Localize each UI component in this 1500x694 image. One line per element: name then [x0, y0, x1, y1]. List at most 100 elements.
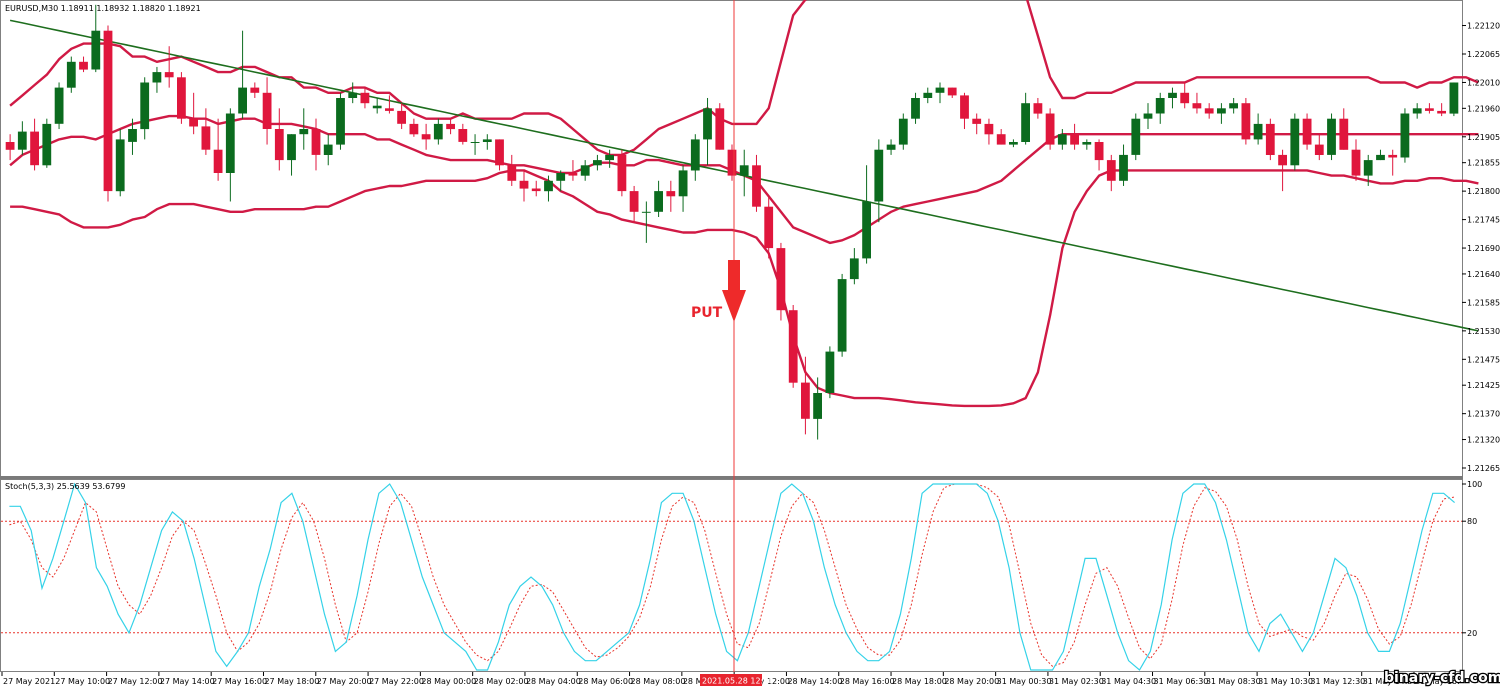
candle-body: [813, 393, 822, 419]
price-axis-label: 1.21530: [1467, 327, 1500, 336]
candle-body: [17, 131, 27, 150]
time-axis-label: 28 May 12:00: [735, 677, 790, 686]
candle-body: [1229, 103, 1238, 109]
candle-body: [507, 165, 517, 181]
time-axis-label: 31 May 04:30: [1101, 677, 1156, 686]
candle-body: [580, 165, 590, 176]
candle-body: [1363, 160, 1373, 176]
candle-body: [1290, 118, 1300, 166]
panel-separator[interactable]: [0, 476, 1463, 479]
candle-body: [5, 142, 15, 150]
candle-body: [960, 95, 969, 119]
candle-body: [470, 142, 480, 143]
candle-body: [837, 279, 847, 352]
candle-body: [385, 108, 394, 111]
candle-body: [409, 123, 419, 135]
candle-body: [678, 170, 688, 197]
price-axis-label: 1.21265: [1467, 464, 1500, 473]
price-axis-label: 1.22010: [1467, 79, 1500, 88]
candle-body: [1327, 118, 1336, 155]
candle-body: [629, 191, 639, 212]
candle-body: [372, 105, 382, 109]
candle-body: [1437, 110, 1446, 114]
candle-body: [703, 108, 712, 140]
stochastic-axis-label: 20: [1467, 629, 1477, 638]
stochastic-signal-line: [9, 483, 1455, 667]
candle-body: [91, 30, 101, 70]
time-axis-label: 27 May 10:00: [55, 677, 110, 686]
time-axis-label: 31 May 02:30: [1049, 677, 1104, 686]
candle-body: [996, 134, 1006, 145]
candle-body: [641, 211, 651, 213]
price-axis-label: 1.22065: [1467, 50, 1500, 59]
candle-body: [115, 139, 125, 192]
candle-body: [225, 113, 235, 173]
price-axis-label: 1.21475: [1467, 355, 1500, 364]
candle-body: [1425, 108, 1434, 111]
candle-body: [1314, 144, 1324, 155]
candle-body: [776, 248, 786, 311]
time-axis-label: 31 May 12:30: [1310, 677, 1365, 686]
price-axis-label: 1.21905: [1467, 133, 1500, 142]
candle-body: [66, 61, 76, 88]
candle-body: [1131, 118, 1141, 155]
stochastic-main-line: [9, 482, 1455, 671]
candle-body: [727, 149, 737, 176]
price-axis-label: 1.21960: [1467, 104, 1500, 113]
candle-body: [1265, 123, 1275, 155]
time-axis-label: 28 May 02:00: [474, 677, 529, 686]
candle-body: [1376, 154, 1385, 161]
candle-body: [1143, 113, 1153, 119]
price-axis-label: 1.21800: [1467, 187, 1500, 196]
candle-body: [1155, 98, 1165, 114]
candle-body: [433, 123, 443, 140]
time-axis-label: 28 May 20:00: [944, 677, 999, 686]
candle-body: [1204, 108, 1214, 114]
candle-body: [1009, 142, 1018, 145]
candle-body: [103, 30, 113, 192]
candle-body: [923, 92, 933, 98]
candle-body: [1057, 134, 1067, 145]
candle-body: [519, 180, 529, 189]
candle-body: [311, 129, 321, 155]
stochastic-panel-frame: [0, 479, 1463, 672]
stochastic-layer: [1, 482, 1462, 671]
axis-layer: 1.22120 1.22065 1.22010 1.21960 1.21905 1.218…: [1, 22, 1500, 686]
crosshair-time-label: 2021.05.28 12:00: [702, 677, 773, 686]
price-axis-label: 1.21855: [1467, 159, 1500, 168]
symbol-info-label: EURUSD,M30 1.18911 1.18932 1.18820 1.189…: [5, 4, 201, 13]
candle-body: [1094, 142, 1104, 161]
time-axis-label: 27 May 20:00: [317, 677, 372, 686]
candle-body: [250, 87, 260, 93]
candle-body: [1449, 82, 1459, 114]
candle-body: [862, 201, 871, 259]
time-axis-label: 31 May 10:30: [1258, 677, 1313, 686]
time-axis-label: 28 May 04:00: [526, 677, 581, 686]
candle-body: [788, 310, 798, 383]
candle-body: [654, 191, 663, 212]
candle-body: [911, 98, 920, 119]
candle-body: [323, 144, 333, 155]
candle-body: [152, 72, 162, 83]
candle-body: [1192, 103, 1202, 109]
candle-body: [79, 61, 88, 70]
candle-body: [593, 160, 602, 166]
candle-body: [299, 129, 309, 135]
candle-body: [287, 134, 296, 161]
candle-body: [482, 139, 492, 142]
price-axis-label: 1.22120: [1467, 22, 1500, 31]
candle-body: [690, 139, 700, 171]
candle-body: [446, 123, 455, 130]
candle-body: [1278, 154, 1287, 166]
candle-body: [1082, 142, 1092, 145]
candle-body: [1339, 118, 1349, 150]
candle-body: [177, 77, 186, 119]
time-axis-label: 27 May 2021: [3, 677, 55, 686]
candle-body: [825, 351, 835, 393]
price-axis-label: 1.21370: [1467, 410, 1500, 419]
candle-body: [568, 173, 578, 176]
put-signal-label: PUT: [691, 305, 723, 321]
